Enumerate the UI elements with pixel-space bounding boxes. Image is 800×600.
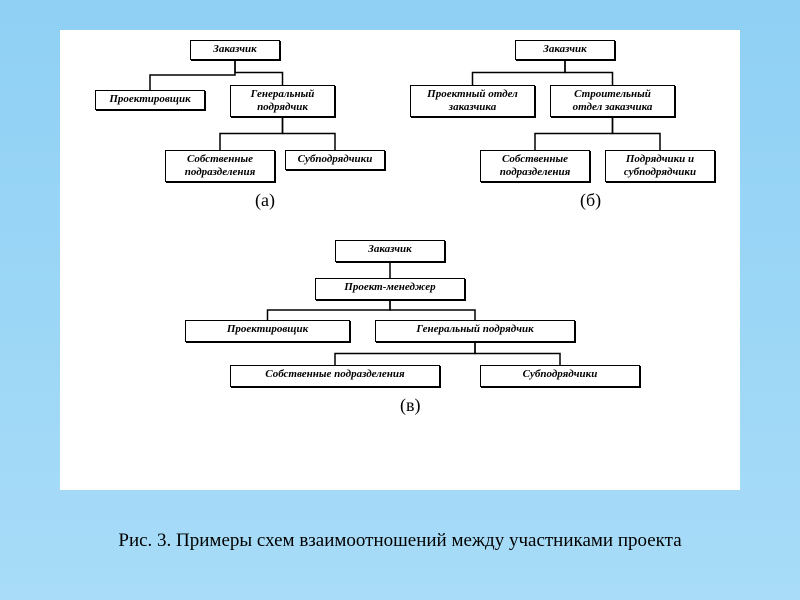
sublabel-a: (а) <box>255 190 275 211</box>
node-a2: Проектировщик <box>95 90 205 110</box>
diagram-panel: Заказчик Проектировщик Генеральныйподрядчи… <box>60 30 740 490</box>
node-b2: Проектный отделзаказчика <box>410 85 535 117</box>
node-b5: Подрядчики исубподрядчики <box>605 150 715 182</box>
sublabel-b: (б) <box>580 190 601 211</box>
node-a5: Субподрядчики <box>285 150 385 170</box>
node-v5: Собственные подразделения <box>230 365 440 387</box>
figure-caption: Рис. 3. Примеры схем взаимоотношений меж… <box>0 530 800 552</box>
node-a4: Собственныеподразделения <box>165 150 275 182</box>
node-a3: Генеральныйподрядчик <box>230 85 335 117</box>
node-v3: Проектировщик <box>185 320 350 342</box>
node-b4: Собственныеподразделения <box>480 150 590 182</box>
node-v1: Заказчик <box>335 240 445 262</box>
node-a1: Заказчик <box>190 40 280 60</box>
node-b3: Строительныйотдел заказчика <box>550 85 675 117</box>
node-v6: Субподрядчики <box>480 365 640 387</box>
node-v4: Генеральный подрядчик <box>375 320 575 342</box>
node-v2: Проект-менеджер <box>315 278 465 300</box>
sublabel-v: (в) <box>400 395 421 416</box>
node-b1: Заказчик <box>515 40 615 60</box>
